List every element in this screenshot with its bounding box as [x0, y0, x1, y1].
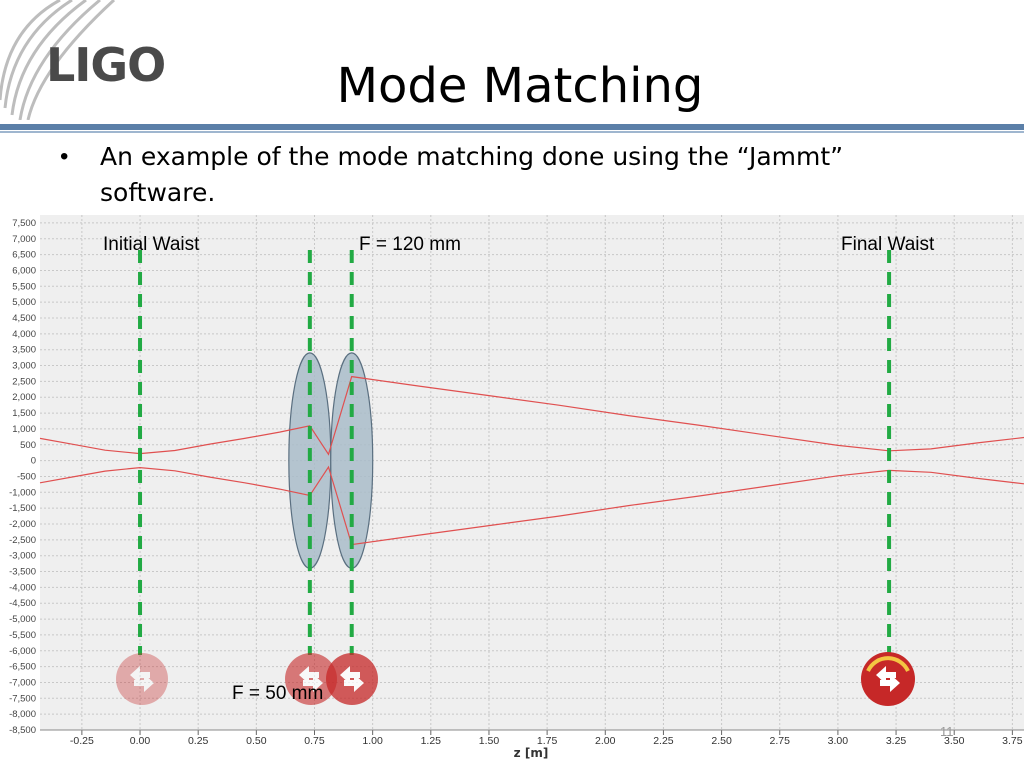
y-tick-label: 7,500 [12, 218, 36, 229]
x-tick-label: 3.25 [886, 735, 907, 747]
y-tick-label: -4,000 [9, 582, 36, 593]
annotation-layer: Initial Waist F = 120 mm Final Waist F =… [103, 234, 935, 760]
y-tick-label: 1,000 [12, 424, 36, 435]
x-tick-label: 2.00 [595, 735, 616, 747]
x-tick-label: 0.25 [188, 735, 209, 747]
page-number: 11 [940, 724, 954, 739]
y-tick-label: -7,000 [9, 677, 36, 688]
bullet-line-2: software. [100, 178, 216, 207]
y-tick-label: 500 [20, 440, 36, 451]
initial-waist-label: Initial Waist [103, 234, 200, 255]
x-tick-label: 3.75 [1002, 735, 1023, 747]
title-rule-accent [0, 131, 1024, 133]
y-tick-label: -5,500 [9, 630, 36, 641]
y-tick-label: -3,000 [9, 551, 36, 562]
title-rule [0, 124, 1024, 130]
y-tick-label: -5,000 [9, 614, 36, 625]
marker-layer [138, 250, 892, 655]
y-tick-label: 3,500 [12, 345, 36, 356]
bullet-point: • [60, 143, 69, 170]
x-tick-label: 0.75 [304, 735, 325, 747]
x-tick-label: 2.75 [770, 735, 791, 747]
y-tick-label: -7,500 [9, 693, 36, 704]
x-tick-label: -0.25 [70, 735, 94, 747]
y-tick-label: -3,500 [9, 567, 36, 578]
y-tick-label: 4,500 [12, 313, 36, 324]
handle-layer [116, 652, 915, 706]
y-tick-label: 6,500 [12, 250, 36, 261]
y-tick-label: 7,000 [12, 234, 36, 245]
lens-f50-handle[interactable] [285, 653, 337, 705]
y-tick-label: -6,500 [9, 662, 36, 673]
x-tick-label: 2.25 [653, 735, 674, 747]
y-tick-label: -8,000 [9, 709, 36, 720]
y-tick-label: 2,000 [12, 392, 36, 403]
x-axis-label: z [m] [514, 746, 549, 760]
logo-text: LIGO [46, 38, 166, 92]
bullet-text: An example of the mode matching done usi… [100, 139, 960, 211]
x-tick-label: 1.50 [479, 735, 500, 747]
slide-title: Mode Matching [336, 58, 704, 114]
final-waist-handle[interactable] [861, 652, 915, 706]
x-tick-label: 2.50 [711, 735, 732, 747]
y-tick-label: -1,000 [9, 487, 36, 498]
y-tick-label: -500 [17, 471, 36, 482]
y-tick-label: -4,500 [9, 598, 36, 609]
y-tick-label: 0 [31, 456, 36, 467]
beam-layer [39, 375, 1024, 546]
plot-area [40, 215, 1024, 730]
f50-label: F = 50 mm [232, 683, 323, 704]
y-tick-label: 4,000 [12, 329, 36, 340]
lens-f120-handle[interactable] [326, 653, 378, 705]
beam-profile-chart: 7,500 7,000 6,500 6,000 5,500 5,000 4,500 4,000… [0, 215, 1024, 768]
x-tick-label: 3.50 [944, 735, 965, 747]
final-waist-label: Final Waist [841, 234, 935, 255]
x-tick-label: 0.50 [246, 735, 267, 747]
y-tick-label: -6,000 [9, 646, 36, 657]
y-tick-label: 6,000 [12, 265, 36, 276]
beam-envelope-lower [39, 465, 1024, 546]
y-tick-label: 2,500 [12, 376, 36, 387]
y-tick-label: 5,000 [12, 297, 36, 308]
y-axis-ticks: 7,500 7,000 6,500 6,000 5,500 5,000 4,500 4,000… [9, 218, 36, 736]
y-tick-label: 5,500 [12, 281, 36, 292]
bullet-line-1: An example of the mode matching done usi… [100, 142, 844, 171]
y-tick-label: -2,500 [9, 535, 36, 546]
y-tick-label: -2,000 [9, 519, 36, 530]
ligo-logo [0, 0, 116, 120]
x-tick-label: 3.00 [828, 735, 849, 747]
x-tick-label: 0.00 [130, 735, 151, 747]
x-axis-ticks: -0.25 0.00 0.25 0.50 0.75 1.00 1.25 1.50 1.75 2.0… [40, 729, 1024, 747]
y-tick-label: -8,500 [9, 725, 36, 736]
beam-envelope-upper [39, 375, 1024, 456]
x-tick-label: 1.00 [362, 735, 383, 747]
y-tick-label: 1,500 [12, 408, 36, 419]
x-tick-label: 1.25 [421, 735, 442, 747]
f120-label: F = 120 mm [359, 234, 461, 255]
y-tick-label: 3,000 [12, 361, 36, 372]
initial-waist-handle[interactable] [116, 653, 168, 705]
y-tick-label: -1,500 [9, 503, 36, 514]
x-tick-label: 1.75 [537, 735, 558, 747]
